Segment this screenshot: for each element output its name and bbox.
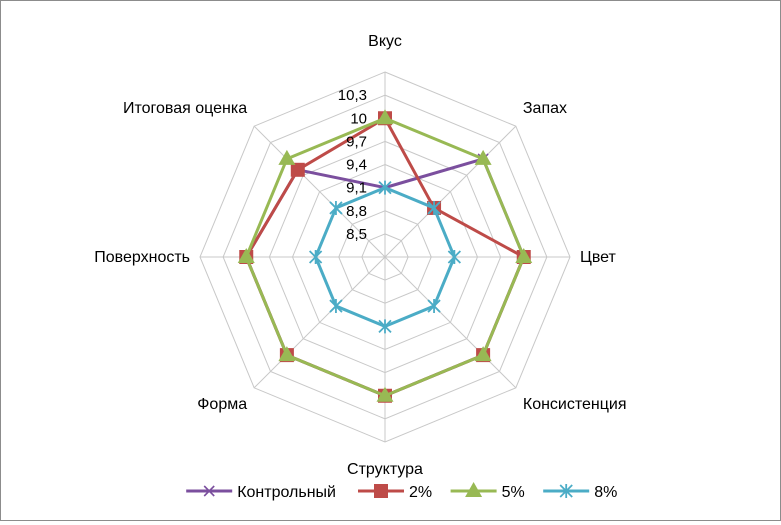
data-point-8pct-8 xyxy=(329,200,343,215)
grid-spoke-8 xyxy=(253,125,386,258)
category-label-1: Вкус xyxy=(368,33,402,50)
series-5pct xyxy=(237,109,533,402)
legend-item-контрольный: Контрольный xyxy=(186,484,336,501)
category-label-8: Итоговая оценка xyxy=(123,100,247,117)
tick-label-3: 9,1 xyxy=(346,180,367,197)
category-label-7: Поверхность xyxy=(94,249,190,266)
legend-item-8pct: 8% xyxy=(543,484,617,501)
data-point-5pct-1 xyxy=(376,109,394,125)
data-point-8pct-2 xyxy=(427,200,441,215)
radial-tick-labels: 8,5 8,8 9,1 9,4 9,7 10 10,3 xyxy=(338,87,367,243)
data-point-5pct-2 xyxy=(474,149,492,165)
legend-marker-8pct xyxy=(559,484,573,498)
data-point-2pct-8 xyxy=(290,162,305,177)
legend-label-8pct: 8% xyxy=(594,484,617,501)
tick-label-7: 10,3 xyxy=(338,87,367,104)
legend-item-2pct: 2% xyxy=(358,484,432,501)
tick-label-6: 10 xyxy=(350,110,367,127)
radar-series xyxy=(237,109,533,403)
data-point-5pct-6 xyxy=(278,346,296,362)
category-label-2: Запах xyxy=(523,100,567,117)
series-8pct xyxy=(308,180,462,334)
category-label-5: Структура xyxy=(347,461,423,478)
data-point-5pct-5 xyxy=(376,386,394,402)
data-point-8pct-6 xyxy=(329,299,343,314)
grid-spoke-2 xyxy=(384,125,517,258)
tick-label-1: 8,5 xyxy=(346,226,367,243)
grid-spoke-6 xyxy=(253,256,386,389)
data-point-8pct-5 xyxy=(378,319,392,334)
data-point-5pct-3 xyxy=(515,248,533,263)
category-label-6: Форма xyxy=(197,396,247,413)
data-point-5pct-4 xyxy=(474,346,492,362)
radar-grid xyxy=(199,71,571,443)
category-label-4: Консистенция xyxy=(523,396,627,413)
legend-marker-2pct xyxy=(374,484,388,498)
legend: Контрольный 2% 5% 8% xyxy=(186,482,617,501)
legend-marker-5pct xyxy=(465,482,483,497)
data-point-8pct-4 xyxy=(427,299,441,314)
data-point-5pct-8 xyxy=(278,149,296,165)
legend-item-5pct: 5% xyxy=(450,482,525,501)
legend-label-5pct: 5% xyxy=(502,484,525,501)
data-point-8pct-1 xyxy=(378,180,392,195)
tick-label-2: 8,8 xyxy=(346,203,367,220)
data-point-5pct-7 xyxy=(237,248,255,263)
legend-label-контрольный: Контрольный xyxy=(237,484,336,501)
category-label-3: Цвет xyxy=(580,249,617,266)
category-labels: Вкус Запах Цвет Консистенция Структура Форма П… xyxy=(94,33,626,478)
tick-label-4: 9,4 xyxy=(346,157,367,174)
legend-marker-контрольный xyxy=(203,485,215,497)
data-point-8pct-7 xyxy=(308,250,323,264)
data-point-8pct-3 xyxy=(447,250,462,264)
grid-spoke-4 xyxy=(384,256,517,389)
legend-label-2pct: 2% xyxy=(409,484,432,501)
tick-label-5: 9,7 xyxy=(346,133,367,150)
